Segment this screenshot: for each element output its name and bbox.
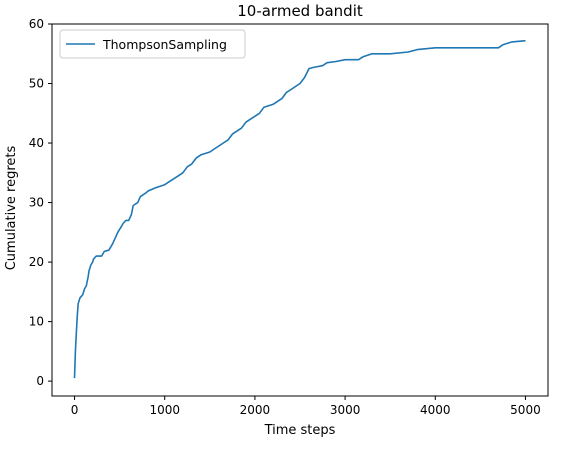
x-tick-label: 4000 <box>420 403 451 417</box>
x-tick-label: 1000 <box>149 403 180 417</box>
y-tick-label: 10 <box>29 315 44 329</box>
chart-title: 10-armed bandit <box>237 2 363 20</box>
legend-label: ThompsonSampling <box>102 37 227 52</box>
y-tick-label: 0 <box>36 374 44 388</box>
y-tick-label: 60 <box>29 17 44 31</box>
legend-box <box>59 29 246 59</box>
x-tick-label: 0 <box>71 403 79 417</box>
y-tick-label: 30 <box>29 196 44 210</box>
x-axis-label: Time steps <box>264 423 336 438</box>
x-tick-label: 2000 <box>240 403 271 417</box>
x-axis-ticks: 0 1000 2000 3000 4000 5000 <box>71 396 541 417</box>
y-axis-label: Cumulative regrets <box>4 145 19 270</box>
plot-frame <box>51 23 549 397</box>
x-tick-label: 5000 <box>510 403 541 417</box>
series-line-thompson-sampling <box>73 39 526 379</box>
legend: ThompsonSampling <box>59 29 246 59</box>
y-tick-label: 20 <box>29 255 44 269</box>
y-axis-ticks: 0 10 20 30 40 50 60 <box>29 17 52 388</box>
x-tick-label: 3000 <box>330 403 361 417</box>
y-tick-label: 50 <box>29 77 44 91</box>
y-tick-label: 40 <box>29 136 44 150</box>
